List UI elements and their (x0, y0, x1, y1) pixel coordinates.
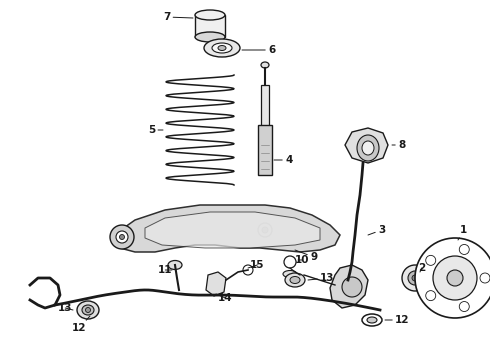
Text: 6: 6 (242, 45, 275, 55)
Ellipse shape (362, 314, 382, 326)
Ellipse shape (195, 32, 225, 42)
Circle shape (433, 256, 477, 300)
Circle shape (258, 223, 272, 237)
Ellipse shape (218, 45, 226, 50)
Bar (258, 125, 272, 175)
Polygon shape (206, 272, 226, 296)
Text: 2: 2 (418, 263, 425, 273)
Bar (261, 85, 269, 130)
Text: 5: 5 (148, 125, 163, 135)
Text: 11: 11 (158, 265, 172, 275)
Circle shape (110, 225, 134, 249)
Circle shape (342, 277, 362, 297)
Text: 3: 3 (368, 225, 385, 235)
Circle shape (426, 291, 436, 301)
Circle shape (426, 255, 436, 265)
Circle shape (116, 231, 128, 243)
Text: 1: 1 (458, 225, 467, 240)
Circle shape (459, 302, 469, 311)
Circle shape (402, 265, 428, 291)
Polygon shape (145, 212, 320, 248)
Text: 7: 7 (163, 12, 193, 22)
Ellipse shape (212, 43, 232, 53)
Text: 4: 4 (274, 155, 293, 165)
Text: 12: 12 (385, 315, 410, 325)
Text: 13: 13 (58, 303, 73, 313)
Polygon shape (118, 205, 340, 252)
Circle shape (243, 265, 253, 275)
Polygon shape (330, 265, 368, 308)
Circle shape (412, 275, 418, 281)
Bar (195, 15, 225, 37)
Ellipse shape (82, 305, 94, 315)
Circle shape (447, 270, 463, 286)
Ellipse shape (85, 307, 91, 312)
Polygon shape (345, 128, 388, 163)
Ellipse shape (290, 276, 300, 284)
Text: 12: 12 (72, 316, 90, 333)
Ellipse shape (195, 10, 225, 20)
Circle shape (415, 238, 490, 318)
Circle shape (408, 271, 422, 285)
Text: 15: 15 (248, 260, 265, 270)
Ellipse shape (168, 261, 182, 270)
Text: 14: 14 (216, 293, 233, 303)
Ellipse shape (367, 317, 377, 323)
Ellipse shape (362, 141, 374, 155)
Circle shape (120, 234, 124, 239)
Ellipse shape (357, 135, 379, 161)
Text: 8: 8 (392, 140, 405, 150)
Ellipse shape (204, 39, 240, 57)
Ellipse shape (261, 62, 269, 68)
Text: 10: 10 (295, 255, 310, 265)
Circle shape (480, 273, 490, 283)
Ellipse shape (283, 270, 297, 278)
Text: 13: 13 (308, 273, 335, 283)
Circle shape (459, 244, 469, 255)
Text: 9: 9 (295, 250, 317, 262)
Ellipse shape (285, 273, 305, 287)
Ellipse shape (77, 301, 99, 319)
Circle shape (262, 227, 268, 233)
Circle shape (284, 256, 296, 268)
